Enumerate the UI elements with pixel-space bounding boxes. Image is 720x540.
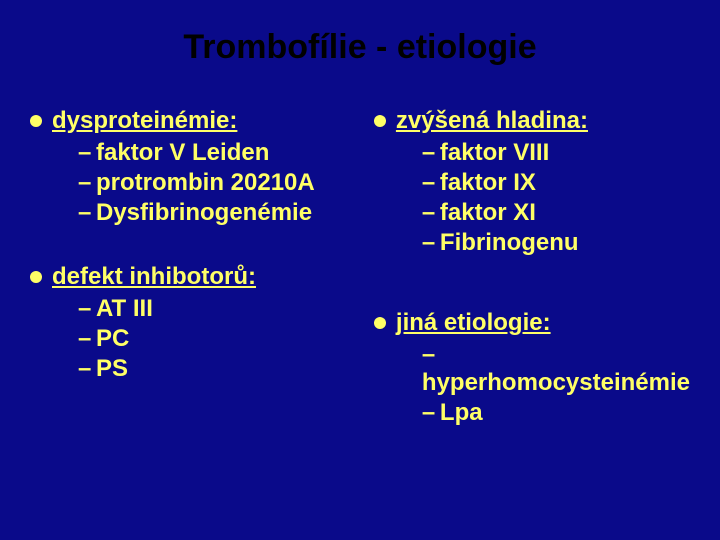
sub-label: hyperhomocysteinémie (422, 369, 690, 396)
list-item: –faktor XI (422, 199, 690, 227)
bullet-icon (374, 115, 386, 127)
list-item: –Fibrinogenu (422, 229, 690, 257)
dash-icon: – (422, 341, 440, 369)
list-item: –faktor VIII (422, 139, 690, 167)
left-column: dysproteinémie: –faktor V Leiden –protro… (30, 107, 336, 463)
right-column: zvýšená hladina: –faktor VIII –faktor IX… (356, 107, 690, 463)
list-item: –AT III (78, 295, 336, 323)
heading-row: jiná etiologie: (374, 309, 690, 337)
sub-label: Dysfibrinogenémie (96, 199, 312, 226)
list-item: –protrombin 20210A (78, 169, 336, 197)
dash-icon: – (78, 355, 96, 383)
sub-label: faktor VIII (440, 139, 549, 166)
slide-title: Trombofílie - etiologie (30, 28, 690, 67)
list-item: –PS (78, 355, 336, 383)
list-item: –faktor IX (422, 169, 690, 197)
dash-icon: – (422, 199, 440, 227)
bullet-icon (30, 271, 42, 283)
sub-list: –faktor V Leiden –protrombin 20210A –Dys… (78, 139, 336, 227)
dash-icon: – (78, 139, 96, 167)
block-zvysena-hladina: zvýšená hladina: –faktor VIII –faktor IX… (374, 107, 690, 257)
dash-icon: – (422, 229, 440, 257)
sub-label: protrombin 20210A (96, 169, 315, 196)
slide: Trombofílie - etiologie dysproteinémie: … (0, 0, 720, 540)
block-heading: dysproteinémie: (52, 107, 237, 135)
sub-label: faktor XI (440, 199, 536, 226)
sub-label: PS (96, 355, 128, 382)
sub-list: –faktor VIII –faktor IX –faktor XI –Fibr… (422, 139, 690, 257)
block-jina-etiologie: jiná etiologie: –hyperhomocysteinémie –L… (374, 309, 690, 427)
block-heading: zvýšená hladina: (396, 107, 588, 135)
block-heading: defekt inhibotorů: (52, 263, 256, 291)
block-defekt-inhibotoru: defekt inhibotorů: –AT III –PC –PS (30, 263, 336, 383)
heading-row: zvýšená hladina: (374, 107, 690, 135)
dash-icon: – (422, 169, 440, 197)
sub-label: Lpa (440, 399, 483, 426)
list-item: –faktor V Leiden (78, 139, 336, 167)
block-heading: jiná etiologie: (396, 309, 551, 337)
list-item: –Lpa (422, 399, 690, 427)
bullet-icon (30, 115, 42, 127)
dash-icon: – (422, 399, 440, 427)
list-item: –PC (78, 325, 336, 353)
dash-icon: – (78, 199, 96, 227)
dash-icon: – (78, 295, 96, 323)
sub-label: faktor IX (440, 169, 536, 196)
sub-label: AT III (96, 295, 153, 322)
list-item: –hyperhomocysteinémie (422, 341, 690, 397)
dash-icon: – (78, 169, 96, 197)
sub-list: –hyperhomocysteinémie –Lpa (422, 341, 690, 427)
columns: dysproteinémie: –faktor V Leiden –protro… (30, 107, 690, 463)
dash-icon: – (422, 139, 440, 167)
sub-label: PC (96, 325, 129, 352)
sub-label: Fibrinogenu (440, 229, 579, 256)
sub-list: –AT III –PC –PS (78, 295, 336, 383)
heading-row: dysproteinémie: (30, 107, 336, 135)
heading-row: defekt inhibotorů: (30, 263, 336, 291)
dash-icon: – (78, 325, 96, 353)
sub-label: faktor V Leiden (96, 139, 269, 166)
block-dysproteinemie: dysproteinémie: –faktor V Leiden –protro… (30, 107, 336, 227)
bullet-icon (374, 317, 386, 329)
list-item: –Dysfibrinogenémie (78, 199, 336, 227)
